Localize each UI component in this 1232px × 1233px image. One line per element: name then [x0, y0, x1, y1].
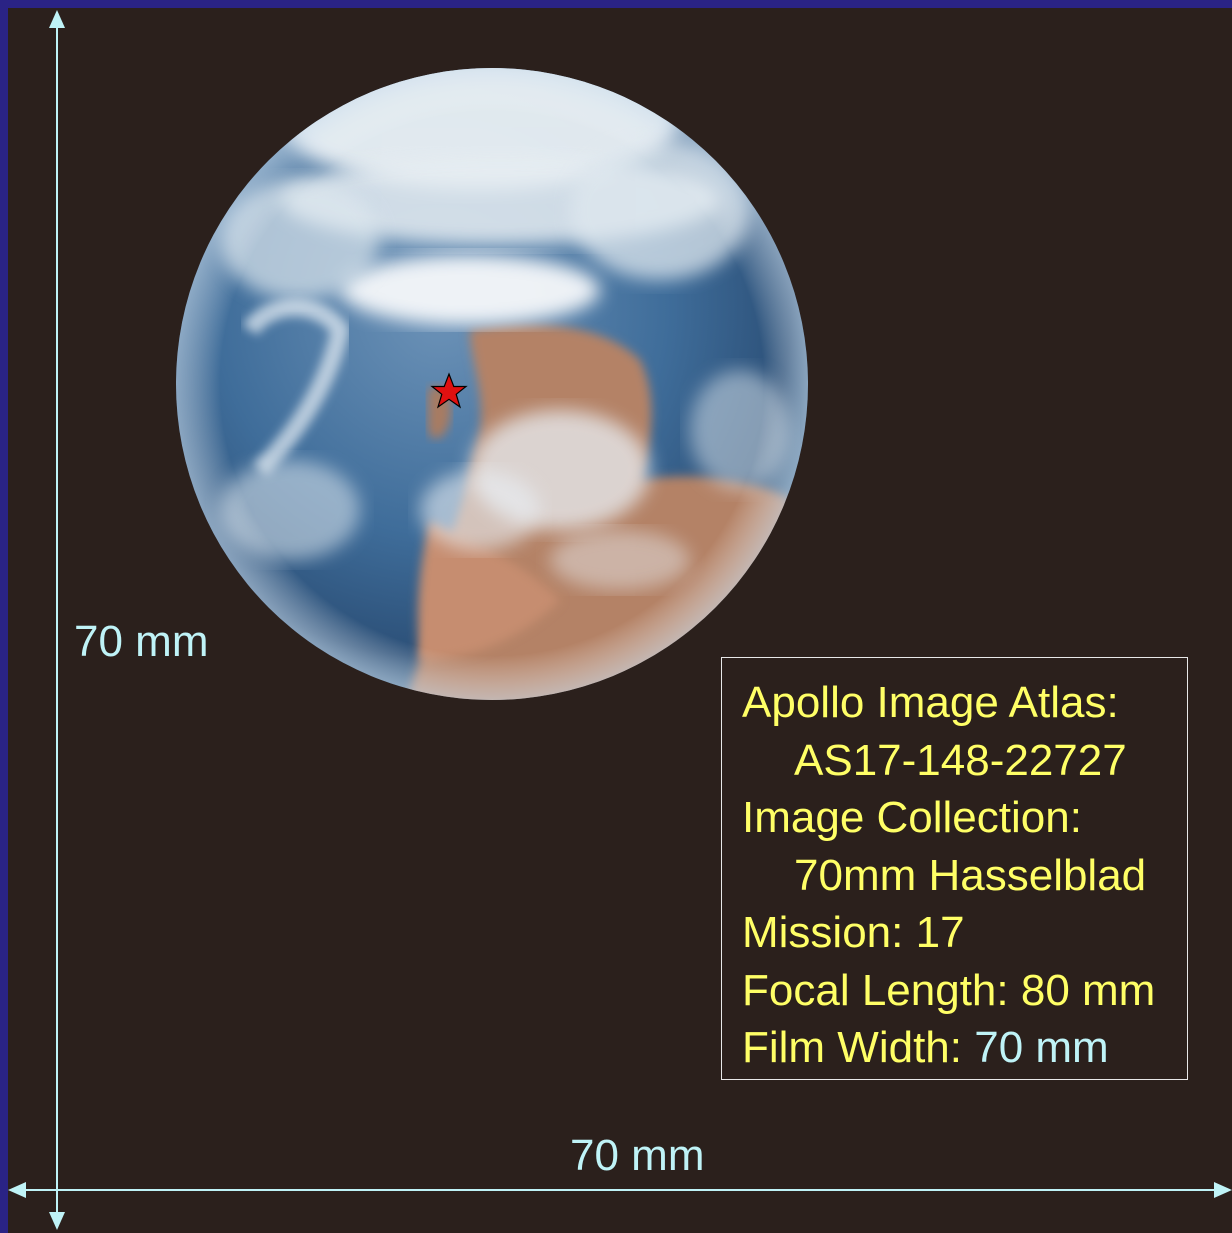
image-info-box: Apollo Image Atlas: AS17-148-22727 Image…	[721, 657, 1188, 1080]
info-atlas-label: Apollo Image Atlas:	[742, 678, 1119, 727]
vertical-dimension-label: 70 mm	[74, 617, 209, 666]
info-mission: Mission: 17	[742, 908, 965, 957]
film-width-value: 70 mm	[974, 1023, 1109, 1072]
info-image-id: AS17-148-22727	[794, 735, 1127, 785]
info-collection-label: Image Collection:	[742, 793, 1082, 842]
horizontal-dimension-label: 70 mm	[570, 1131, 705, 1180]
star-icon	[430, 372, 468, 409]
vertical-dimension-arrow	[49, 10, 65, 1230]
film-width-label: Film Width:	[742, 1023, 975, 1072]
info-film-width: Film Width: 70 mm	[742, 1019, 1187, 1077]
info-focal-length: Focal Length: 80 mm	[742, 965, 1156, 1015]
info-collection-value: 70mm Hasselblad	[794, 850, 1147, 900]
earth-globe	[176, 68, 808, 700]
horizontal-dimension-arrow	[8, 1182, 1232, 1198]
